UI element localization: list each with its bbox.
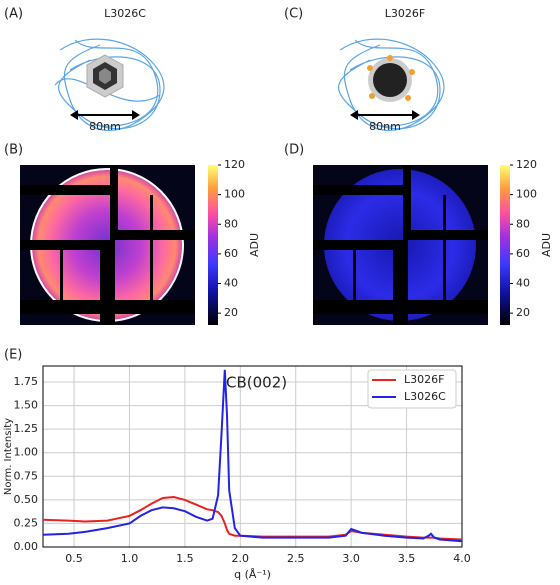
panel-label: (A): [4, 7, 23, 22]
colorbar-tick-label: 80: [224, 217, 238, 230]
colorbar-tick-label: 120: [516, 158, 537, 171]
colorbar-tick-label: 80: [516, 217, 530, 230]
colorbar-tick-label: 100: [224, 188, 245, 201]
detector-b: [20, 165, 195, 325]
schematic-a: (A) L3026C 80nm: [4, 7, 165, 133]
x-tick-label: 2.0: [232, 552, 250, 565]
plot-frame: [42, 365, 463, 548]
y-tick-label: 0.25: [14, 516, 39, 529]
sample-title: L3026F: [385, 7, 425, 20]
x-tick-label: 3.5: [398, 552, 416, 565]
colorbar-tick-label: 60: [516, 247, 530, 260]
y-tick-label: 1.75: [14, 375, 39, 388]
colorbar-label: ADU: [248, 233, 261, 257]
x-tick-label: 4.0: [453, 552, 471, 565]
colorbar-tick-label: 120: [224, 158, 245, 171]
panel-label: (D): [284, 143, 304, 158]
colorbar-tick-label: 20: [516, 306, 530, 319]
x-tick-label: 1.0: [121, 552, 139, 565]
panel-label: (E): [4, 348, 22, 363]
sample-title: L3026C: [104, 7, 146, 20]
colorbar: [208, 165, 218, 325]
x-tick-label: 3.0: [342, 552, 360, 565]
y-tick-label: 1.00: [14, 446, 39, 459]
y-tick-label: 0.00: [14, 540, 39, 553]
y-tick-label: 0.75: [14, 469, 39, 482]
detector-d: [313, 165, 488, 325]
y-axis-label: Norm. Intensity: [3, 418, 14, 495]
panel-label: (C): [284, 7, 303, 22]
colorbar-tick-label: 100: [516, 188, 537, 201]
line-series: [42, 369, 463, 543]
scale-label: 80nm: [89, 120, 121, 133]
colorbar-tick-label: 20: [224, 306, 238, 319]
schematic-c: (C) L3026F 80nm: [284, 7, 445, 133]
y-tick-label: 1.25: [14, 422, 39, 435]
colorbar-tick-label: 40: [516, 277, 530, 290]
line-series: [42, 495, 463, 541]
x-axis-label: q (Å⁻¹): [234, 568, 271, 581]
colorbar-label: ADU: [540, 233, 553, 257]
panel-label: (B): [4, 143, 23, 158]
legend-label: L3026F: [404, 373, 444, 386]
x-tick-label: 0.5: [65, 552, 83, 565]
scale-label: 80nm: [369, 120, 401, 133]
y-tick-label: 1.50: [14, 399, 39, 412]
annotation: CB(002): [226, 374, 287, 392]
legend-label: L3026C: [404, 390, 446, 403]
colorbar: [500, 165, 510, 325]
y-tick-label: 0.50: [14, 493, 39, 506]
x-tick-label: 1.5: [176, 552, 194, 565]
colorbar-tick-label: 40: [224, 277, 238, 290]
x-tick-label: 2.5: [287, 552, 305, 565]
colorbar-tick-label: 60: [224, 247, 238, 260]
